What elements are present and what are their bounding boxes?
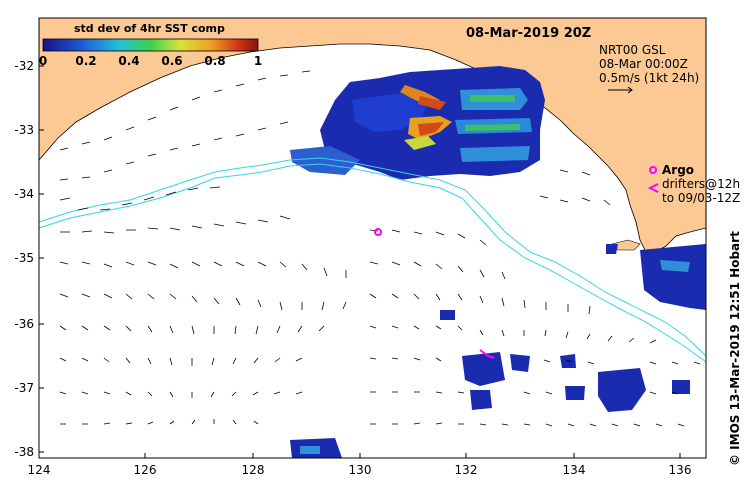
y-tick-label: -33 — [14, 123, 34, 137]
drifter-legend-label: drifters@12h — [662, 177, 741, 191]
scale-arrow — [608, 86, 633, 94]
drifter-track — [479, 349, 495, 359]
colorbar-tick: 0.4 — [118, 54, 140, 68]
y-tick-label: -35 — [14, 251, 34, 265]
imos-credit: © IMOS 13-Mar-2019 12:51 Hobart — [728, 231, 742, 466]
x-tick-label: 126 — [133, 463, 157, 477]
colorbar-title: std dev of 4hr SST comp — [74, 22, 225, 35]
colorbar-tick: 1 — [253, 54, 263, 68]
x-tick-label: 128 — [241, 463, 265, 477]
x-tick-label: 132 — [454, 463, 478, 477]
colorbar-tick: 0.6 — [161, 54, 183, 68]
drifter-legend-period: to 09/03-12Z — [662, 191, 741, 205]
colorbar-tick: 0 — [38, 54, 48, 68]
current-time-label: 08-Mar 00:00Z — [599, 57, 688, 71]
y-tick-label: -37 — [14, 381, 34, 395]
x-tick-label: 124 — [27, 463, 51, 477]
y-tick-label: -36 — [14, 317, 34, 331]
plot-frame — [38, 17, 707, 459]
current-scale-label: 0.5m/s (1kt 24h) — [599, 71, 700, 85]
argo-float — [374, 228, 382, 236]
map-date-title: 08-Mar-2019 20Z — [466, 26, 592, 41]
x-tick-label: 130 — [348, 463, 372, 477]
drifter-legend-symbol — [647, 183, 659, 193]
colorbar-tick: 0.2 — [75, 54, 97, 68]
current-vectors — [59, 70, 701, 427]
colorbar — [42, 38, 259, 52]
argo-legend-label: Argo — [662, 163, 695, 177]
current-model-label: NRT00 GSL — [599, 43, 666, 57]
y-tick-label: -32 — [14, 59, 34, 73]
argo-legend-symbol — [649, 166, 657, 174]
y-tick-label: -34 — [14, 187, 34, 201]
x-tick-label: 136 — [668, 463, 692, 477]
bathymetry-contours — [38, 157, 707, 363]
sst-data-layer — [290, 66, 706, 458]
y-tick-label: -38 — [14, 445, 34, 459]
x-tick-label: 134 — [562, 463, 586, 477]
axis-ticks — [38, 65, 681, 458]
colorbar-tick: 0.8 — [204, 54, 226, 68]
